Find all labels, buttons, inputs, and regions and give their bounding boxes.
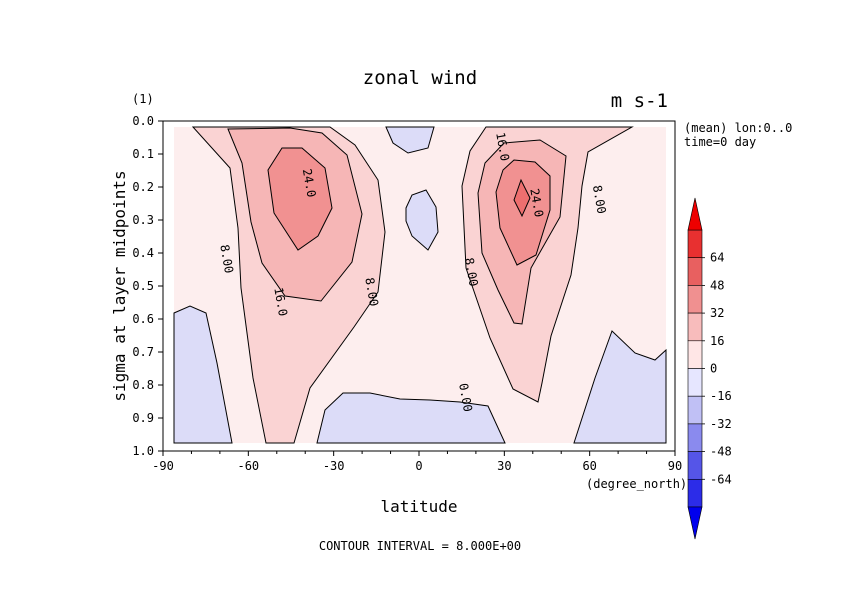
y-tick-label: 0.5 (132, 279, 154, 293)
y-axis-label: sigma at layer midpoints (110, 170, 129, 401)
y-tick-label: 0.2 (132, 180, 154, 194)
y-tick-label: 0.9 (132, 411, 154, 425)
x-tick-label: 0 (415, 459, 422, 473)
contour-labels: 24.0 8.00 16.0 8.00 16.0 24.0 8.00 8.00 0.00 (217, 131, 608, 413)
colorbar-label: -64 (710, 472, 732, 486)
annotation-time: time=0 day (684, 135, 756, 149)
colorbar-label: 16 (710, 334, 724, 348)
contour-label: 8.00 (217, 243, 236, 274)
contour-label: 8.00 (462, 257, 481, 288)
colorbar-segment (687, 285, 703, 314)
x-tick-label: -30 (323, 459, 345, 473)
x-tick-label: 90 (668, 459, 682, 473)
contour-label: 0.00 (456, 382, 475, 413)
colorbar-label: 64 (710, 251, 724, 265)
colorbar-segment (687, 423, 703, 452)
colorbar-label: -32 (710, 417, 732, 431)
contour-interval-note: CONTOUR INTERVAL = 8.000E+00 (319, 539, 521, 553)
x-axis-label: latitude (380, 497, 457, 516)
y-tick-label: 0.7 (132, 345, 154, 359)
units-label: m s-1 (611, 90, 668, 112)
y-tick-label: 1.0 (132, 444, 154, 458)
colorbar-segment (687, 229, 703, 259)
y-tick-label: 0.8 (132, 378, 154, 392)
y-tick-label: 0.6 (132, 312, 154, 326)
colorbar-segment (687, 451, 703, 480)
y-axis: 0.0 0.1 0.2 0.3 0.4 0.5 0.6 0.7 0.8 0.9 1.0 (132, 114, 163, 458)
x-tick-label: -60 (237, 459, 259, 473)
x-tick-label: -90 (152, 459, 174, 473)
colorbar-segment (687, 478, 703, 508)
contour-label: 8.00 (590, 184, 609, 215)
colorbar-segment (687, 257, 703, 286)
annotation-lon: (mean) lon:0..0 (684, 121, 792, 135)
y-tick-label: 0.0 (132, 114, 154, 128)
contour-label: 24.0 (300, 168, 319, 199)
colorbar-min-arrow (687, 506, 703, 540)
x-axis: -90 -60 -30 0 30 60 90 (152, 451, 682, 473)
colorbar-segment (687, 312, 703, 342)
plot-area: 24.0 8.00 16.0 8.00 16.0 24.0 8.00 8.00 0.00 (162, 120, 676, 452)
colorbar-label: -48 (710, 445, 732, 459)
neg-region-top (385, 126, 435, 154)
colorbar: 64 48 32 16 0 -16 -32 -48 -64 (687, 197, 732, 540)
x-tick-label: 30 (497, 459, 511, 473)
colorbar-label: 32 (710, 306, 724, 320)
colorbar-label: 48 (710, 278, 724, 292)
neg-region-southwest (173, 305, 233, 444)
north-jet-32 (513, 178, 531, 218)
colorbar-label: -16 (710, 389, 732, 403)
y-tick-label: 0.4 (132, 246, 154, 260)
colorbar-max-arrow (687, 197, 703, 231)
x-tick-label: 60 (582, 459, 596, 473)
contour-label: 16.0 (493, 131, 512, 162)
colorbar-segment (687, 395, 703, 425)
y-tick-label: 0.3 (132, 213, 154, 227)
chart-title: zonal wind (363, 67, 477, 89)
neg-region-equator (405, 189, 439, 251)
x-units-label: (degree_north) (586, 477, 687, 491)
contour-label: 8.00 (362, 276, 381, 307)
colorbar-segment (687, 368, 703, 397)
contour-label: 24.0 (527, 187, 546, 218)
neg-region-surface-center (316, 392, 506, 444)
colorbar-segment (687, 340, 703, 369)
contour-label: 16.0 (271, 286, 290, 317)
neg-region-southeast (573, 330, 667, 444)
y-tick-label: 0.1 (132, 147, 154, 161)
y-units-label: (1) (132, 92, 154, 106)
colorbar-label: 0 (710, 362, 717, 376)
south-jet-24 (267, 147, 333, 251)
